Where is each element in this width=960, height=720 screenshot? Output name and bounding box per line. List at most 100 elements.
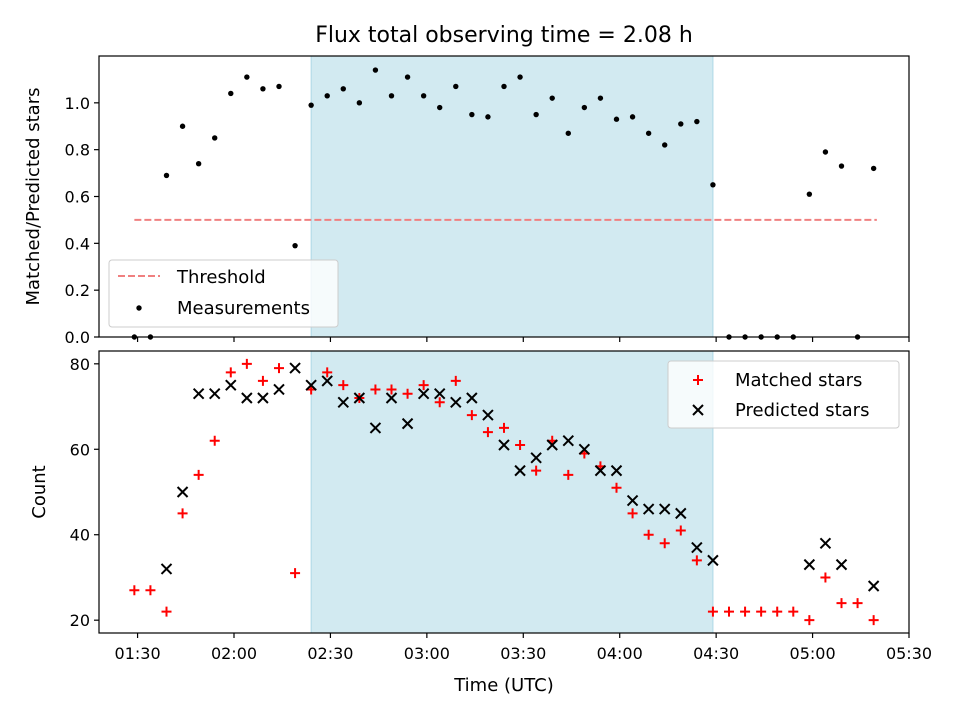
data-point <box>274 363 284 374</box>
data-point <box>482 427 493 438</box>
legend-box <box>108 259 339 328</box>
data-point <box>177 508 188 519</box>
series-measurements <box>131 67 877 340</box>
legend: Threshold Measurements <box>108 259 339 328</box>
data-point <box>694 118 700 125</box>
plot-frame <box>98 350 910 634</box>
data-point <box>835 558 848 571</box>
data-point <box>241 392 253 404</box>
data-point <box>836 598 847 609</box>
data-point <box>193 469 204 480</box>
y-tick-label: 20 <box>70 611 90 630</box>
bottom-panel: 20 40 60 80 01:30 02:00 02:30 03:00 03:30 04:00 04… <box>29 350 932 663</box>
data-point <box>562 435 574 447</box>
x-tick-label: 03:30 <box>500 644 546 663</box>
y-tick-label: 80 <box>70 355 90 374</box>
data-point <box>597 95 604 101</box>
x-tick-label: 03:00 <box>404 644 450 663</box>
data-point <box>675 507 687 520</box>
data-point <box>613 116 620 122</box>
data-point <box>244 74 250 80</box>
data-point <box>434 388 446 400</box>
x-axis-label: Time (UTC) <box>453 675 554 696</box>
data-point <box>707 606 718 617</box>
data-point <box>161 606 172 617</box>
data-point <box>466 392 478 404</box>
data-point <box>642 503 655 515</box>
data-point <box>192 388 205 400</box>
data-point <box>434 397 445 408</box>
y-tick-label: 40 <box>70 526 90 545</box>
series-matched-stars <box>129 358 879 626</box>
data-point <box>340 86 346 92</box>
data-point <box>437 104 443 111</box>
x-tick-label: 05:00 <box>790 644 836 663</box>
data-point <box>466 410 477 421</box>
data-point <box>822 149 829 155</box>
legend-measurements-swatch <box>136 305 142 311</box>
data-point <box>322 367 333 378</box>
legend-box <box>667 360 900 429</box>
data-point <box>338 380 349 391</box>
data-point <box>241 358 252 369</box>
data-point <box>417 388 430 400</box>
legend-measurements-label: Measurements <box>177 298 310 319</box>
data-point <box>838 163 845 169</box>
data-point <box>129 585 140 596</box>
data-point <box>402 388 413 399</box>
data-point <box>867 580 880 592</box>
data-point <box>225 379 237 391</box>
y-tick-label: 0.2 <box>65 281 90 300</box>
legend-matched-swatch <box>693 375 703 385</box>
observing-window-shade <box>310 55 714 338</box>
data-point <box>578 443 591 455</box>
data-point <box>273 383 285 396</box>
data-point <box>870 165 877 172</box>
data-point <box>610 464 623 477</box>
data-point <box>707 554 719 567</box>
data-point <box>594 464 607 477</box>
data-point <box>659 538 670 549</box>
data-point <box>353 392 366 404</box>
data-point <box>662 142 668 148</box>
data-point <box>659 503 671 515</box>
data-point <box>225 367 236 378</box>
x-tick-label: 02:30 <box>307 644 353 663</box>
x-tick-label: 02:00 <box>211 644 257 663</box>
y-tick-label: 1.0 <box>65 94 90 113</box>
data-point <box>372 67 379 73</box>
data-point <box>388 93 395 99</box>
data-point <box>627 508 638 519</box>
data-point <box>611 482 622 493</box>
data-point <box>803 558 816 571</box>
data-point <box>788 606 799 617</box>
data-point <box>675 525 686 536</box>
y-tick-label: 0.0 <box>65 328 90 347</box>
data-point <box>806 191 813 197</box>
y-axis-label: Matched/Predicted stars <box>23 88 44 306</box>
data-point <box>565 130 571 136</box>
data-point <box>515 440 526 450</box>
data-point <box>450 396 462 408</box>
data-point <box>228 90 234 97</box>
data-point <box>324 93 330 99</box>
data-point <box>740 606 751 617</box>
data-point <box>645 130 652 136</box>
data-point <box>517 74 523 80</box>
series-predicted-stars <box>160 362 880 592</box>
data-point <box>145 585 156 596</box>
data-point <box>531 465 542 476</box>
data-point <box>820 572 831 583</box>
y-tick-label: 0.8 <box>65 141 90 160</box>
observing-window-shade <box>310 350 714 634</box>
data-point <box>485 114 491 120</box>
data-point <box>385 392 398 404</box>
data-point <box>418 380 429 391</box>
x-tick-label: 05:30 <box>886 644 932 663</box>
data-point <box>260 86 266 92</box>
legend-matched-label: Matched stars <box>735 370 862 391</box>
data-point <box>292 242 298 249</box>
data-point <box>691 541 703 554</box>
top-panel: 0.0 0.2 0.4 0.6 0.8 1.0 Matched/Predicted star… <box>23 55 910 347</box>
